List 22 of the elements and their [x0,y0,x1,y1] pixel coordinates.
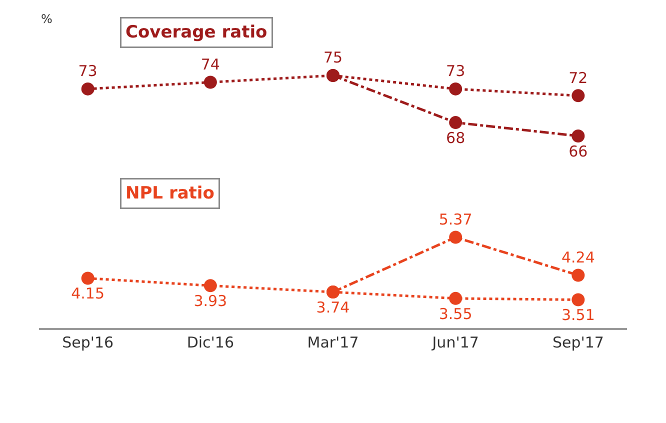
data-label: 68 [446,128,466,147]
data-label: 4.24 [561,248,595,266]
x-tick-label: Dic'16 [186,334,234,352]
data-label: 73 [78,62,98,80]
x-tick-label: Sep'16 [62,334,114,352]
chart-title: NPL ratio [126,184,214,204]
chart-title: Coverage ratio [126,22,268,42]
text: % [41,12,52,26]
data-label: 3.51 [561,306,595,324]
data-label: 3.74 [316,298,350,316]
x-tick-label: Sep'17 [552,334,604,352]
data-label: 4.15 [71,284,105,303]
data-label: 3.93 [194,292,228,310]
data-label: 73 [446,62,466,80]
data-label: 75 [323,48,343,67]
x-tick-label: Mar'17 [307,334,359,352]
data-label: 3.55 [438,304,472,323]
x-tick-label: Jun'17 [431,334,479,352]
data-label: 66 [568,142,588,160]
data-label: 72 [568,68,588,87]
data-label: 5.37 [438,210,472,228]
data-label: 74 [200,55,220,74]
